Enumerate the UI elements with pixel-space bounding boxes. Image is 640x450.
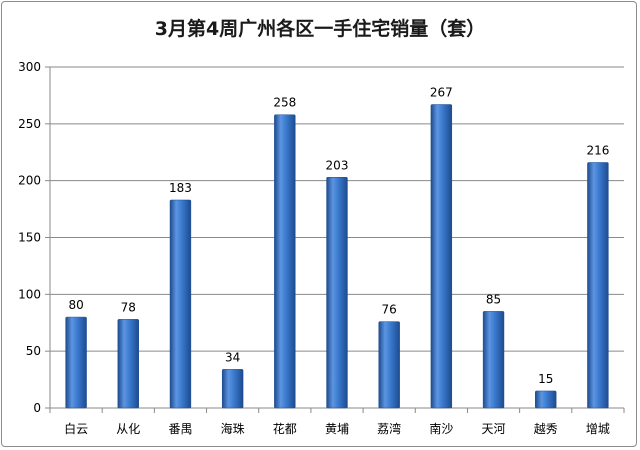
data-label: 34 xyxy=(225,350,240,364)
bars xyxy=(65,104,609,409)
chart-title: 3月第4周广州各区一手住宅销量（套） xyxy=(154,18,486,40)
y-tick-label: 200 xyxy=(18,174,41,188)
bar xyxy=(117,319,139,409)
category-label: 黄埔 xyxy=(325,422,349,436)
bar xyxy=(326,177,348,409)
bar xyxy=(378,321,400,409)
y-tick-label: 300 xyxy=(18,60,41,74)
category-label: 南沙 xyxy=(429,421,453,436)
bar xyxy=(274,114,296,409)
y-tick-label: 250 xyxy=(18,117,41,131)
data-label: 78 xyxy=(121,300,136,314)
category-label: 从化 xyxy=(116,422,140,436)
data-label: 76 xyxy=(382,303,397,317)
bar xyxy=(482,311,505,409)
data-label: 15 xyxy=(538,372,553,386)
data-label: 203 xyxy=(326,158,349,172)
bar xyxy=(430,104,453,409)
category-label: 增城 xyxy=(586,422,610,436)
y-tick-label: 100 xyxy=(18,287,41,301)
bar xyxy=(535,390,557,409)
category-label: 荔湾 xyxy=(377,421,401,436)
category-label: 花都 xyxy=(273,421,297,436)
y-tick-label: 0 xyxy=(33,401,41,415)
data-label: 85 xyxy=(486,292,501,306)
data-label: 258 xyxy=(273,96,296,110)
data-label: 267 xyxy=(430,86,453,100)
category-label: 白云 xyxy=(64,421,88,436)
category-label: 天河 xyxy=(482,422,506,436)
bar xyxy=(65,316,87,409)
bar xyxy=(169,199,192,409)
y-tick-label: 50 xyxy=(26,344,41,358)
data-label: 80 xyxy=(68,298,83,312)
category-label: 海珠 xyxy=(221,421,245,436)
category-label: 番禺 xyxy=(168,422,192,436)
data-label: 183 xyxy=(169,181,192,195)
bar xyxy=(587,162,609,409)
category-label: 越秀 xyxy=(534,422,558,436)
data-label: 216 xyxy=(586,143,609,157)
y-tick-label: 150 xyxy=(18,231,41,245)
labels: 0 50 100 150 200 250 300 80 白云 78 从化 183 番禺 34 海珠 258 花都… xyxy=(18,60,610,436)
bar xyxy=(221,369,244,409)
